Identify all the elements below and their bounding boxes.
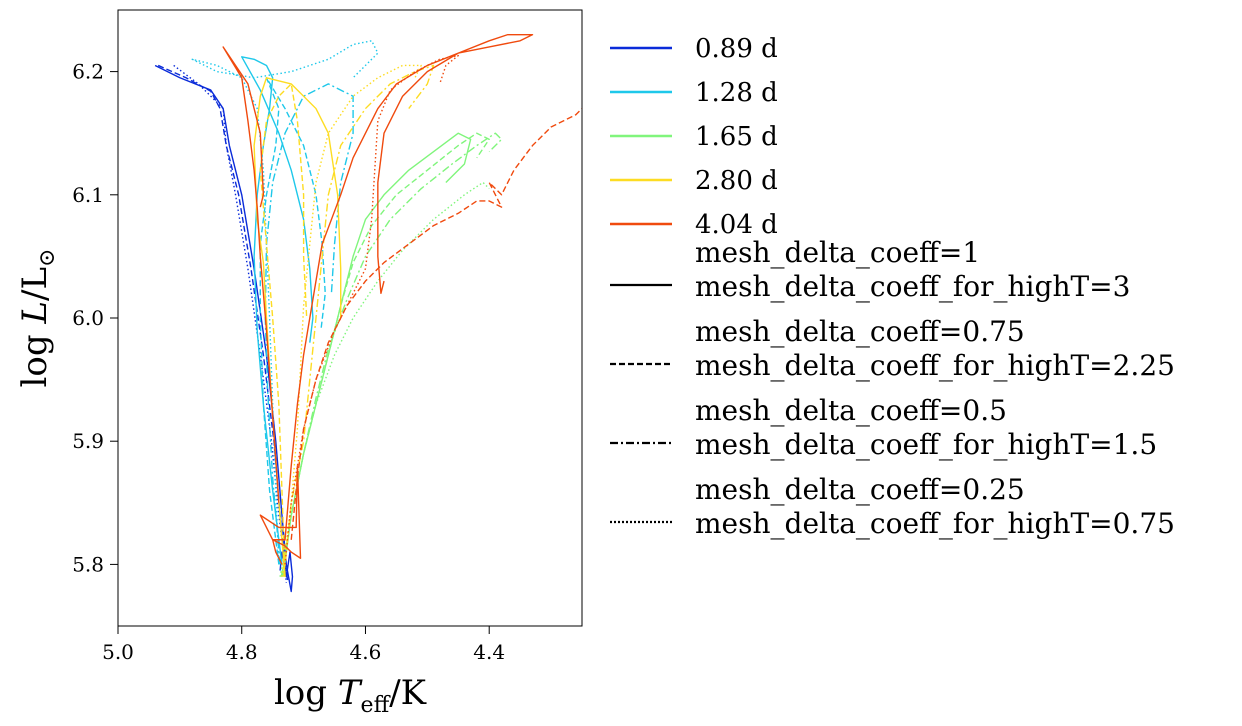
series-line (154, 64, 294, 593)
y-axis-label: log L/L⊙ (15, 249, 60, 388)
y-tick-label: 6.0 (72, 306, 104, 330)
series-line (191, 40, 379, 565)
x-axis-ticks: 5.0 4.8 4.6 4.4 (102, 626, 505, 664)
y-axis-ticks: 5.8 5.9 6.0 6.1 6.2 (72, 60, 118, 576)
series-line (281, 64, 422, 577)
series-line (259, 83, 308, 577)
y-tick-label: 6.2 (72, 60, 104, 84)
y-tick-label: 5.9 (72, 429, 104, 453)
legend-label: mesh_delta_coeff=0.5 mesh_delta_coeff_for… (695, 394, 1157, 461)
legend-label: 1.28 d (695, 78, 778, 108)
series-line (259, 33, 534, 565)
y-tick-label: 5.8 (72, 552, 104, 576)
series-layer (154, 33, 582, 593)
x-tick-label: 4.8 (226, 640, 258, 664)
series-line (222, 46, 280, 503)
series-line (279, 181, 490, 577)
series-line (280, 132, 503, 577)
legend-label: mesh_delta_coeff=0.25 mesh_delta_coeff_fo… (695, 473, 1175, 540)
legend-label: mesh_delta_coeff=0.75 mesh_delta_coeff_fo… (695, 315, 1175, 382)
plot-frame (117, 9, 583, 627)
legend-label: 2.80 d (695, 166, 778, 196)
legend: 0.89 d1.28 d1.65 d2.80 d4.04 dmesh_delta… (610, 34, 1175, 540)
series-line (241, 56, 314, 565)
x-tick-label: 4.4 (473, 640, 505, 664)
series-line (290, 108, 582, 540)
series-line (281, 132, 490, 577)
legend-label: 4.04 d (695, 210, 778, 240)
series-line (157, 64, 289, 583)
legend-label: 1.65 d (695, 122, 778, 152)
x-tick-label: 5.0 (102, 640, 134, 664)
legend-label: 0.89 d (695, 34, 778, 64)
series-line (253, 77, 342, 577)
series-line (283, 64, 435, 577)
x-axis-label: log Teff/K (274, 673, 427, 718)
series-line (259, 77, 326, 565)
series-line (282, 132, 472, 577)
y-tick-label: 6.1 (72, 183, 104, 207)
legend-label: mesh_delta_coeff=1 mesh_delta_coeff_for_h… (695, 236, 1130, 303)
series-line (264, 83, 354, 565)
x-tick-label: 4.6 (350, 640, 382, 664)
